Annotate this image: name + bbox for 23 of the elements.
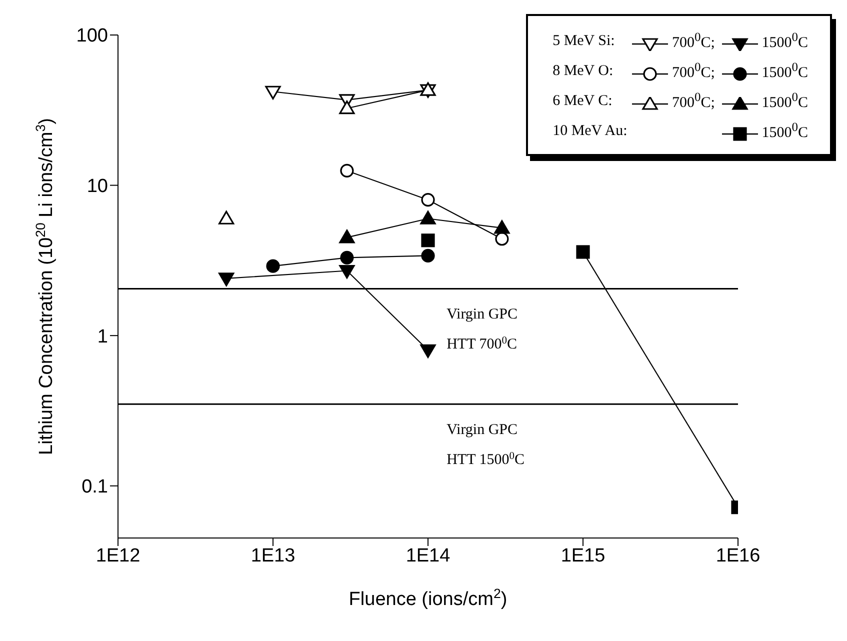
x-tick-label: 1E13 — [250, 545, 296, 566]
legend-label: 700$^{0}$C; — [672, 90, 715, 111]
annotation: 8 MeV O: — [552, 62, 614, 78]
legend-label: 1500$^{0}$C — [762, 60, 808, 81]
x-tick-label: 1E12 — [96, 545, 140, 566]
annotation: 6 MeV C: — [552, 92, 612, 108]
legend-label: 1500$^{0}$C — [762, 120, 808, 141]
legend-label: 700$^{0}$C; — [672, 60, 715, 81]
y-tick-label: 1 — [97, 326, 108, 348]
x-tick-label: 1E16 — [716, 545, 760, 566]
legend-label: 1500$^{0}$C — [762, 30, 808, 51]
annotation: 10 MeV Au: — [552, 122, 628, 138]
y-tick-label: 0.1 — [82, 476, 108, 498]
y-tick-label: 100 — [76, 26, 108, 47]
x-tick-label: 1E14 — [406, 545, 451, 566]
ref-line-label: Virgin GPC HTT 700$^{0}$C — [446, 306, 518, 353]
x-tick-label: 1E15 — [560, 545, 606, 566]
annotation: 5 MeV Si: — [552, 32, 615, 48]
x-axis-title: Fluence (ions/cm$^{2}$) — [348, 586, 508, 610]
ref-line-label: Virgin GPC HTT 1500$^{0}$C — [446, 422, 525, 468]
y-tick-label: 10 — [86, 176, 108, 198]
legend-label: 700$^{0}$C; — [672, 30, 715, 51]
legend-label: 1500$^{0}$C — [762, 90, 808, 111]
